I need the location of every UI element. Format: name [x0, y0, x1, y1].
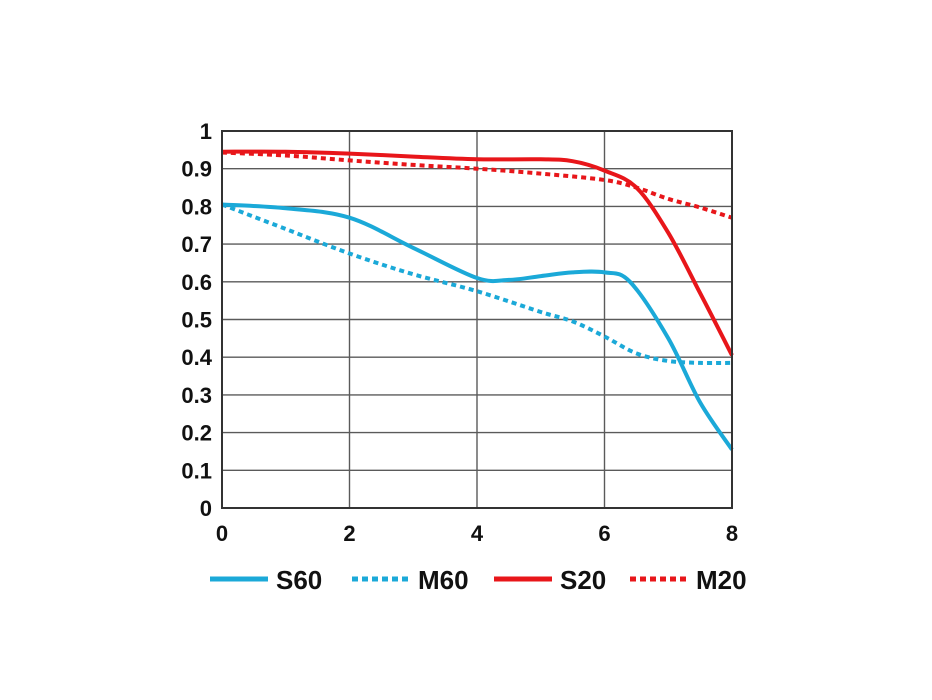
y-tick-label: 0.8: [181, 194, 212, 219]
series-line-s60: [221, 202, 734, 451]
x-tick-label: 4: [471, 521, 484, 546]
y-tick-labels: 0 0.1 0.2 0.3 0.4 0.5 0.6 0.7 0.8 0.9 1: [181, 119, 212, 521]
series-lines: [221, 149, 734, 451]
y-tick-label: 1: [200, 119, 212, 144]
y-tick-label: 0.1: [181, 458, 212, 483]
x-tick-labels: 0 2 4 6 8: [216, 521, 738, 546]
y-tick-label: 0.7: [181, 232, 212, 257]
y-tick-label: 0.6: [181, 270, 212, 295]
y-tick-label: 0.9: [181, 157, 212, 182]
legend-label-s20: S20: [560, 565, 606, 595]
series-line-s20: [221, 149, 734, 357]
series-line-m60: [221, 202, 733, 366]
legend-label-m20: M20: [696, 565, 747, 595]
legend: S60 M60 S20 M20: [210, 565, 747, 595]
series-line-m20: [221, 150, 733, 220]
x-tick-label: 6: [598, 521, 610, 546]
x-tick-label: 0: [216, 521, 228, 546]
y-tick-label: 0.2: [181, 421, 212, 446]
y-tick-label: 0.4: [181, 345, 212, 370]
x-tick-label: 2: [343, 521, 355, 546]
legend-label-m60: M60: [418, 565, 469, 595]
y-tick-label: 0.3: [181, 383, 212, 408]
legend-label-s60: S60: [276, 565, 322, 595]
y-tick-label: 0: [200, 496, 212, 521]
x-tick-label: 8: [726, 521, 738, 546]
y-tick-label: 0.5: [181, 308, 212, 333]
plot-frame: [221, 130, 733, 509]
